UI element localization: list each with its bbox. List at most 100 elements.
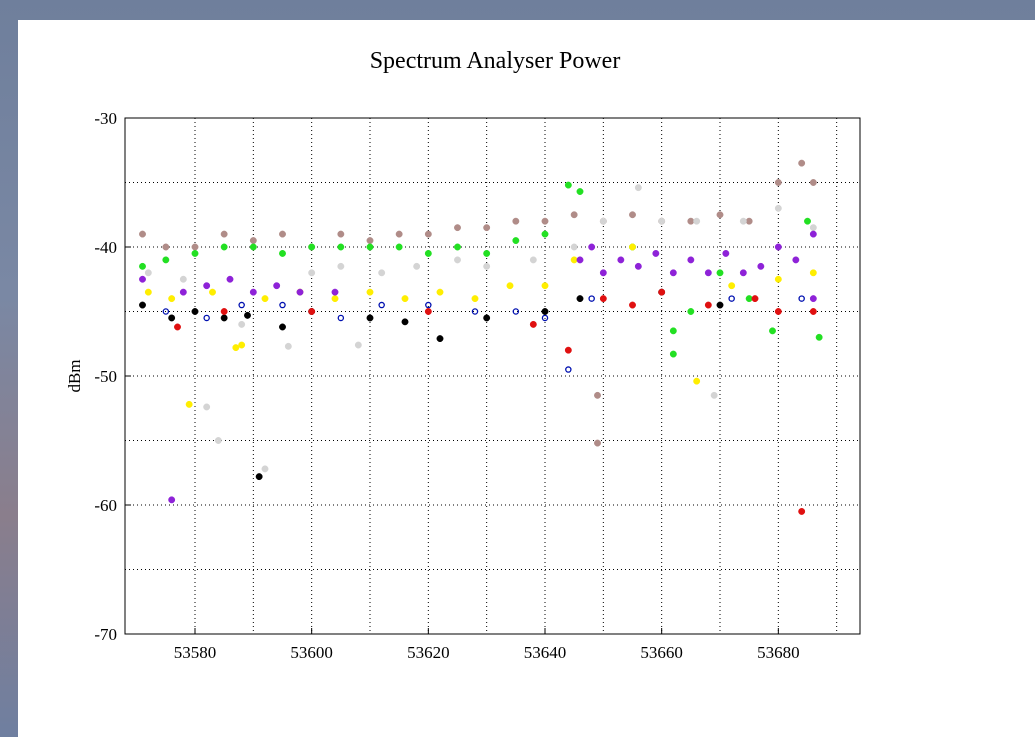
x-tick-label: 53680: [757, 643, 800, 662]
point: [687, 256, 695, 264]
point: [710, 391, 718, 399]
point: [617, 256, 625, 264]
point: [144, 269, 152, 277]
point: [308, 269, 316, 277]
point: [366, 243, 374, 251]
point: [203, 282, 211, 290]
point: [506, 282, 514, 290]
point: [401, 318, 409, 326]
y-tick-label: -50: [94, 367, 117, 386]
point: [588, 243, 596, 251]
point: [203, 314, 210, 322]
point: [220, 314, 228, 322]
point: [629, 243, 636, 251]
point: [774, 275, 782, 283]
x-tick-label: 53580: [174, 643, 217, 662]
point: [185, 400, 193, 408]
point: [238, 341, 246, 349]
point: [541, 308, 549, 315]
point: [599, 295, 607, 303]
point: [139, 275, 146, 283]
point: [798, 295, 805, 302]
point: [261, 295, 269, 303]
point: [576, 188, 584, 195]
point: [366, 237, 374, 245]
point: [792, 256, 800, 264]
point: [757, 262, 765, 270]
point: [774, 308, 782, 315]
point: [168, 295, 176, 303]
point: [220, 230, 228, 238]
point: [687, 308, 695, 315]
point: [337, 243, 345, 251]
point: [687, 217, 695, 225]
point: [238, 320, 246, 328]
point: [716, 269, 724, 277]
x-tick-label: 53620: [407, 643, 450, 662]
point: [436, 335, 444, 343]
point: [331, 295, 339, 303]
point: [214, 437, 222, 444]
panel: [18, 20, 1035, 737]
point: [179, 275, 187, 283]
point: [541, 217, 549, 225]
point: [162, 308, 170, 315]
point: [279, 250, 286, 257]
point: [279, 323, 286, 331]
y-tick-label: -60: [94, 496, 117, 515]
point: [249, 243, 257, 251]
point: [541, 230, 549, 238]
point: [815, 333, 823, 341]
point: [804, 217, 811, 225]
point: [308, 308, 316, 315]
point: [716, 301, 724, 309]
point: [366, 288, 374, 296]
point: [728, 295, 735, 302]
point: [565, 366, 572, 373]
point: [739, 217, 747, 225]
point: [366, 314, 374, 322]
x-tick-label: 53640: [524, 643, 567, 662]
point: [273, 282, 281, 290]
point: [798, 159, 806, 167]
point: [745, 217, 753, 225]
point: [424, 250, 432, 257]
y-tick-label: -70: [94, 625, 117, 644]
point: [425, 301, 432, 309]
plot-frame: [124, 117, 861, 635]
point: [629, 211, 636, 219]
point: [512, 308, 520, 315]
point: [564, 346, 572, 354]
point: [378, 269, 386, 277]
point: [354, 341, 362, 349]
point: [669, 327, 677, 335]
point: [541, 282, 549, 290]
point: [809, 179, 817, 186]
point: [179, 288, 187, 296]
point: [144, 288, 152, 296]
point: [378, 301, 385, 309]
point: [658, 288, 666, 296]
point: [483, 262, 491, 270]
point: [594, 439, 601, 447]
point: [261, 465, 269, 473]
point: [238, 301, 245, 309]
y-tick-label: -30: [94, 109, 117, 128]
point: [599, 269, 607, 277]
point: [629, 301, 636, 309]
point: [168, 314, 176, 322]
point: [424, 308, 432, 315]
point: [769, 327, 776, 335]
point: [401, 295, 409, 303]
x-tick-label: 53660: [640, 643, 683, 662]
point: [424, 230, 432, 238]
point: [255, 473, 263, 481]
point: [728, 282, 736, 290]
point: [395, 243, 403, 251]
point: [220, 308, 228, 315]
point: [669, 350, 677, 358]
point: [745, 295, 753, 303]
point: [174, 323, 181, 331]
point: [454, 224, 461, 232]
point: [337, 314, 345, 322]
